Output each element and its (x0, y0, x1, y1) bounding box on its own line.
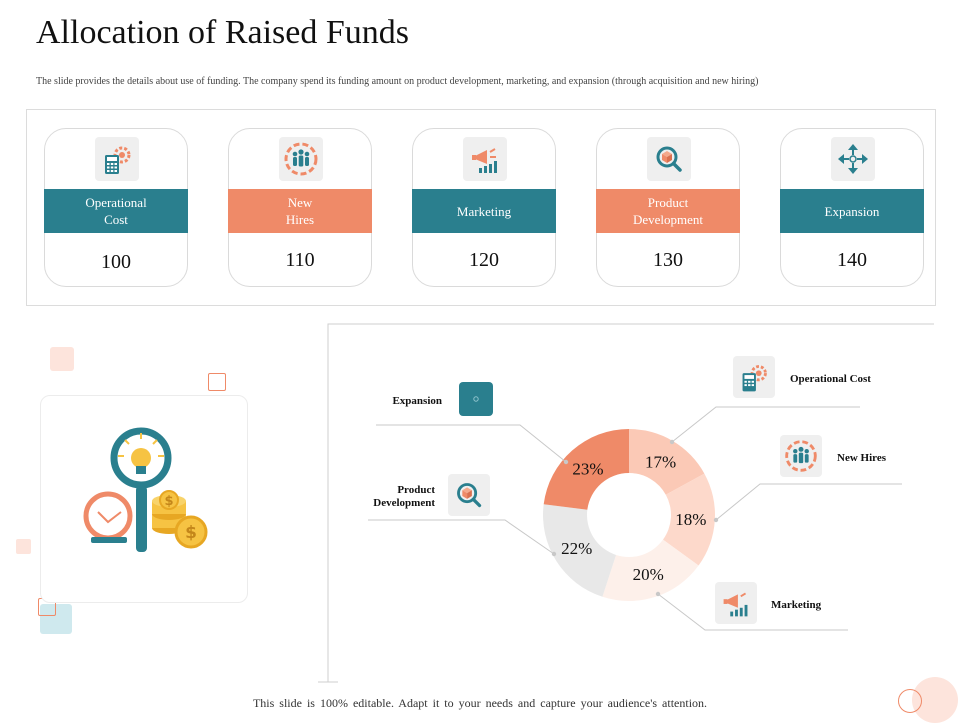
card-expansion: Expansion 140 (780, 128, 924, 287)
pie-label-expansion: 23% (572, 459, 603, 478)
legend-label-expansion: Expansion (392, 395, 442, 407)
expand-arrows-icon (831, 137, 875, 181)
pie-label-new-hires: 18% (675, 510, 706, 529)
card-value: 130 (653, 249, 683, 271)
team-circle-icon (780, 435, 822, 477)
card-label: Product Development (596, 189, 740, 233)
calculator-gear-icon (95, 137, 139, 181)
pie-slice-product-development (543, 504, 617, 597)
card-label: New Hires (228, 189, 372, 233)
page-title: Allocation of Raised Funds (36, 14, 410, 51)
decor-circle-outline (898, 689, 922, 713)
card-operational-cost: Operational Cost 100 (44, 128, 188, 287)
megaphone-chart-icon (463, 137, 507, 181)
pie-slice-operational-cost (629, 429, 705, 495)
leader-dot (655, 591, 661, 597)
legend-label-product-development-2: Development (373, 497, 435, 509)
expand-arrows-icon (459, 382, 493, 416)
decor-square (16, 539, 31, 554)
card-value: 110 (285, 249, 315, 271)
card-marketing: Marketing 120 (412, 128, 556, 287)
card-value: 120 (469, 249, 499, 271)
leader-dot (713, 517, 719, 523)
pie-label-product-development: 22% (561, 539, 592, 558)
megaphone-chart-icon (715, 582, 757, 624)
legend-label-product-development-1: Product (397, 484, 435, 496)
cards-frame (26, 109, 936, 306)
leader-dot (669, 439, 675, 445)
box-magnifier-icon (448, 474, 490, 516)
card-label: Expansion (780, 189, 924, 233)
leader-expansion (376, 424, 567, 463)
chart-frame-line (327, 323, 934, 682)
illustration-card: $ $ (40, 395, 248, 603)
card-value: 140 (837, 249, 867, 271)
legend-label-marketing: Marketing (771, 599, 822, 611)
footer-note: This slide is 100% editable. Adapt it to… (252, 696, 708, 710)
leader-dot (551, 551, 557, 557)
card-label: Marketing (412, 189, 556, 233)
pie-label-operational-cost: 17% (645, 453, 676, 472)
page-subtitle: The slide provides the details about use… (36, 76, 759, 87)
leader-product-development (368, 519, 555, 555)
decor-square-outline (208, 373, 226, 391)
svg-text:$: $ (164, 494, 173, 509)
leader-operational-cost (671, 406, 860, 443)
card-label: Operational Cost (44, 189, 188, 233)
decor-square (50, 347, 74, 371)
legend-label-new-hires: New Hires (837, 452, 887, 464)
svg-text:$: $ (185, 523, 197, 543)
pie-slice-new-hires (662, 473, 715, 566)
card-value: 100 (101, 251, 131, 273)
card-product-development: Product Development 130 (596, 128, 740, 287)
idea-money-illustration: $ $ (83, 427, 208, 552)
card-new-hires: New Hires 110 (228, 128, 372, 287)
calculator-gear-icon (733, 356, 775, 398)
box-magnifier-icon (647, 137, 691, 181)
leader-marketing (657, 593, 848, 631)
leader-new-hires (715, 483, 902, 521)
pie-slice-expansion (543, 429, 629, 510)
team-circle-icon (279, 137, 323, 181)
pie-slice-marketing (602, 539, 699, 601)
decor-square (40, 604, 72, 634)
leader-dot (563, 459, 569, 465)
legend-label-operational-cost: Operational Cost (790, 373, 871, 385)
pie-label-marketing: 20% (633, 565, 664, 584)
